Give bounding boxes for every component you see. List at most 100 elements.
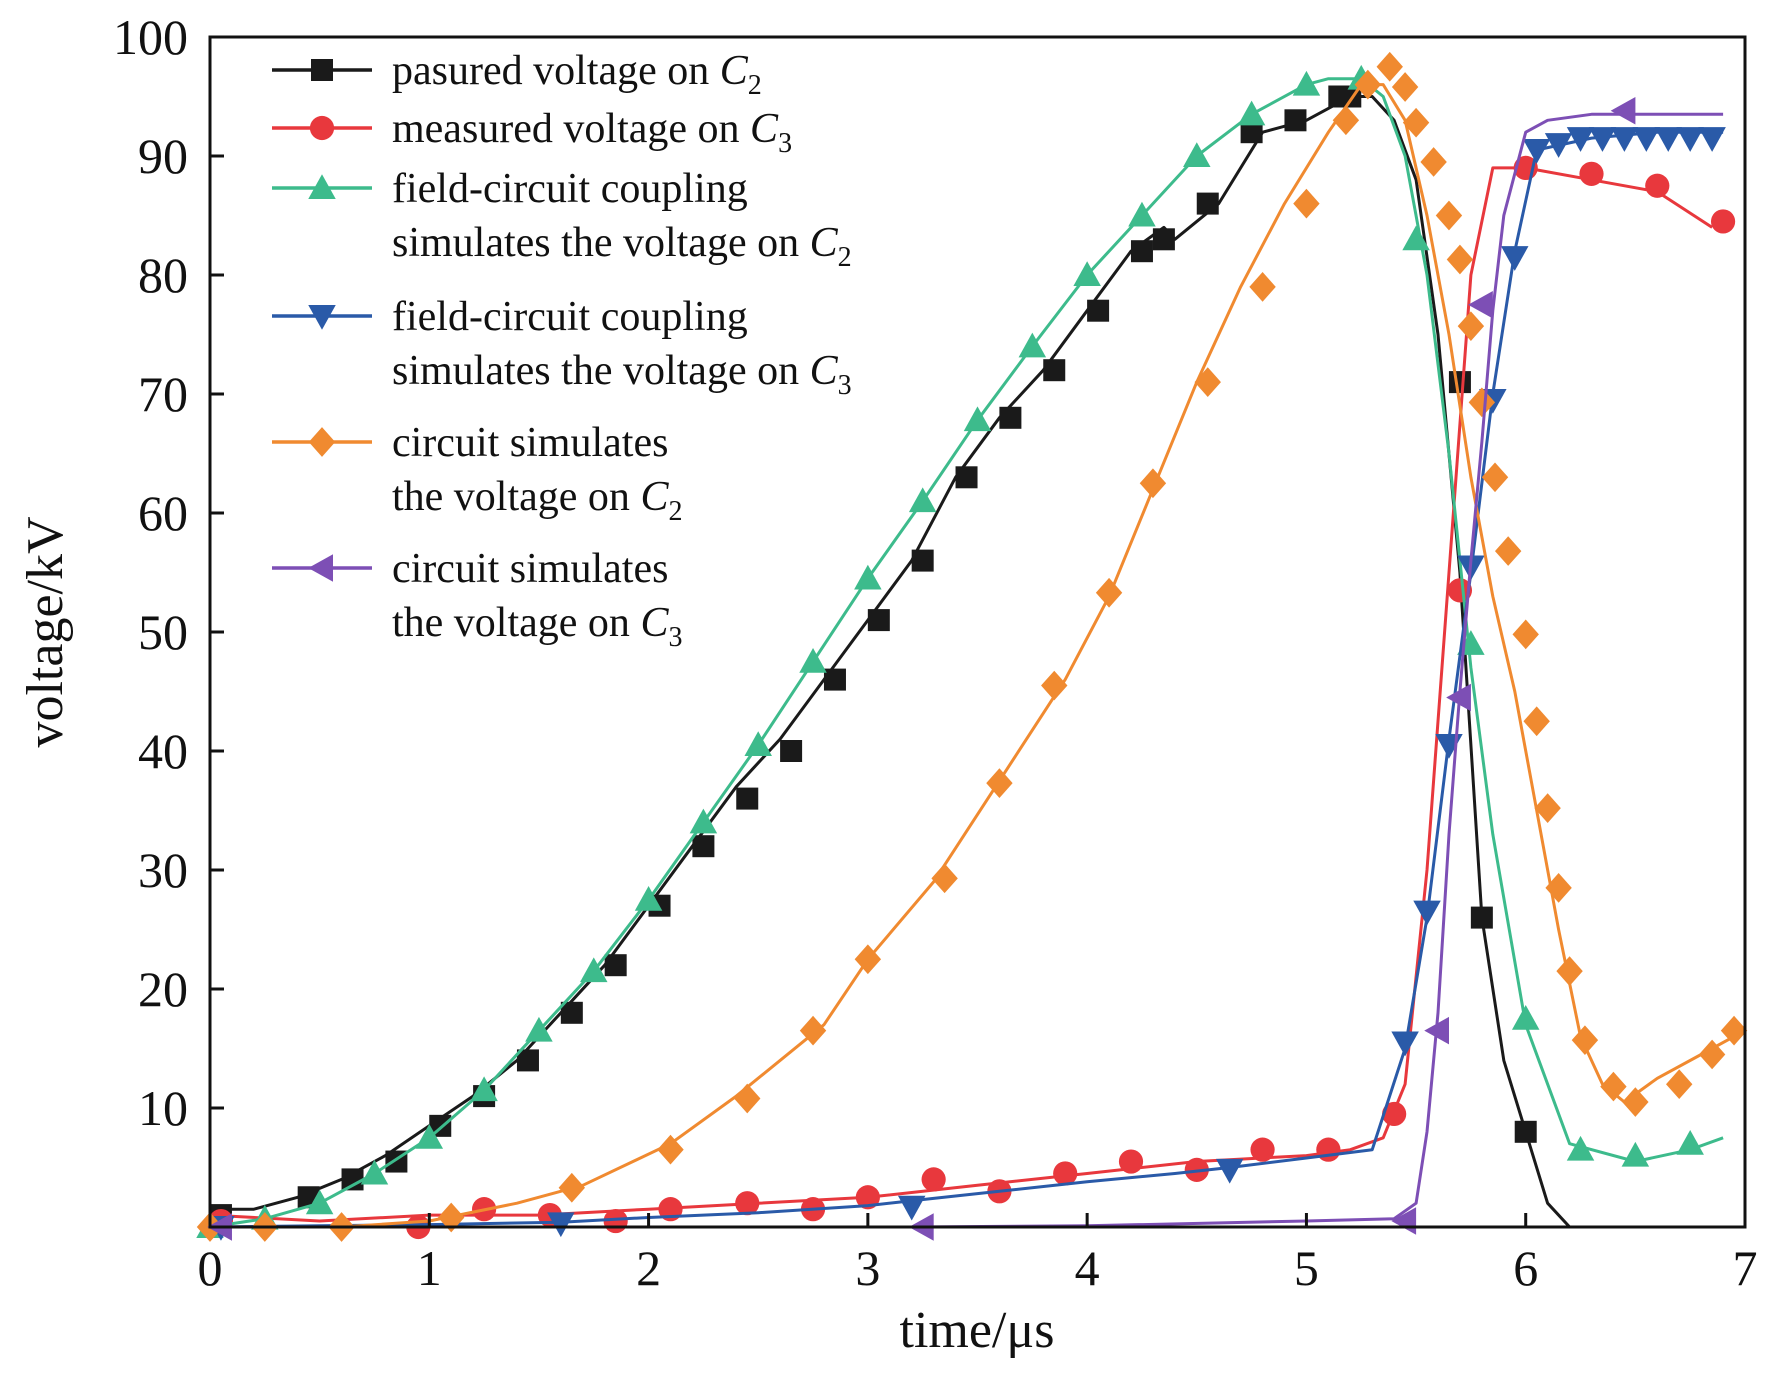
data-point [1240, 121, 1263, 144]
data-point [1073, 261, 1101, 286]
data-point [1545, 873, 1572, 903]
data-point [1413, 900, 1441, 926]
data-point [341, 1168, 364, 1191]
data-point [560, 1001, 583, 1024]
data-point [799, 1015, 827, 1046]
data-point [1710, 209, 1736, 234]
data-point [470, 1076, 498, 1102]
data-point [634, 886, 663, 911]
y-tick-label: 50 [138, 604, 188, 660]
data-point [1435, 734, 1463, 759]
series-6 [207, 97, 1724, 1241]
legend-marker [309, 115, 335, 141]
x-tick-label: 1 [417, 1240, 442, 1296]
data-point [1512, 619, 1539, 650]
data-point [921, 1167, 946, 1192]
data-point [908, 487, 937, 513]
data-point [360, 1159, 389, 1185]
data-point [1632, 127, 1661, 152]
legend-label: field-circuit coupling [392, 294, 748, 340]
data-point [1534, 793, 1561, 823]
data-point [1053, 1161, 1078, 1186]
data-point [1457, 311, 1485, 342]
data-point [1698, 127, 1726, 152]
legend-entry-3: field-circuit coupling simulates the volt… [272, 166, 852, 273]
x-tick-label: 5 [1294, 1240, 1319, 1296]
legend-label: pasured voltage on C2 [392, 48, 762, 101]
data-point [986, 768, 1013, 798]
series-1 [209, 85, 1571, 1229]
data-point [1588, 127, 1617, 152]
data-point [438, 1202, 465, 1233]
data-point [1292, 70, 1321, 96]
data-point [525, 1016, 553, 1042]
data-point [1196, 192, 1219, 215]
data-point [1566, 127, 1595, 152]
data-point [1468, 291, 1493, 319]
data-point [1610, 97, 1636, 125]
data-point [1720, 1015, 1748, 1046]
x-tick-label: 0 [198, 1240, 223, 1296]
data-point [1183, 142, 1211, 167]
series-3 [196, 64, 1724, 1238]
x-tick-label: 3 [855, 1240, 880, 1296]
legend-label: simulates the voltage on C3 [392, 348, 852, 401]
legend-label: simulates the voltage on C2 [392, 220, 852, 273]
data-point [735, 1191, 760, 1216]
data-point [1610, 127, 1639, 152]
data-point [799, 648, 827, 673]
legend-marker [308, 554, 333, 582]
data-point [1215, 1158, 1244, 1184]
data-point [867, 609, 890, 632]
x-tick-label: 2 [636, 1240, 661, 1296]
data-point [415, 1124, 444, 1149]
data-point [1237, 100, 1266, 126]
data-point [1435, 200, 1463, 231]
y-axis-title: voltage/kV [17, 516, 74, 747]
data-point [897, 1195, 926, 1221]
data-point [1645, 173, 1670, 198]
data-point [854, 944, 882, 975]
legend-label: measured voltage on C3 [392, 106, 792, 159]
data-point [1511, 1005, 1540, 1030]
data-point [780, 740, 803, 762]
series-line [209, 95, 1571, 1229]
data-point [823, 668, 846, 691]
data-point [1494, 536, 1522, 566]
data-point [1600, 1071, 1627, 1102]
data-point [580, 957, 608, 983]
data-point [1284, 109, 1307, 132]
data-point [1332, 105, 1360, 136]
data-point [1391, 1031, 1419, 1057]
data-point [558, 1172, 586, 1203]
data-point [1087, 299, 1110, 322]
legend-marker [308, 427, 336, 457]
data-point [1544, 133, 1573, 158]
data-point [1250, 1137, 1275, 1162]
data-point [1095, 577, 1123, 608]
data-point [689, 808, 718, 834]
x-tick-label: 4 [1075, 1240, 1100, 1296]
data-point [1018, 332, 1047, 358]
data-point [855, 1185, 880, 1210]
data-point [999, 406, 1022, 429]
data-point [1249, 272, 1276, 302]
legend-label: field-circuit coupling [392, 166, 748, 212]
data-point [1152, 228, 1175, 251]
y-tick-label: 10 [138, 1080, 188, 1136]
data-point [1654, 127, 1682, 152]
data-point [1501, 246, 1529, 271]
legend-marker [311, 59, 333, 81]
y-tick-label: 80 [138, 247, 188, 303]
data-point [1420, 147, 1447, 177]
legend-label: the voltage on C2 [392, 474, 682, 527]
y-tick-label: 60 [138, 485, 188, 541]
legend-entry-1: pasured voltage on C2 [272, 48, 762, 101]
data-point [1522, 139, 1551, 164]
data-point [736, 787, 759, 810]
data-point [854, 564, 882, 590]
data-point [1579, 161, 1604, 186]
data-point [744, 731, 772, 757]
data-point [1130, 240, 1153, 263]
data-point [604, 954, 627, 977]
